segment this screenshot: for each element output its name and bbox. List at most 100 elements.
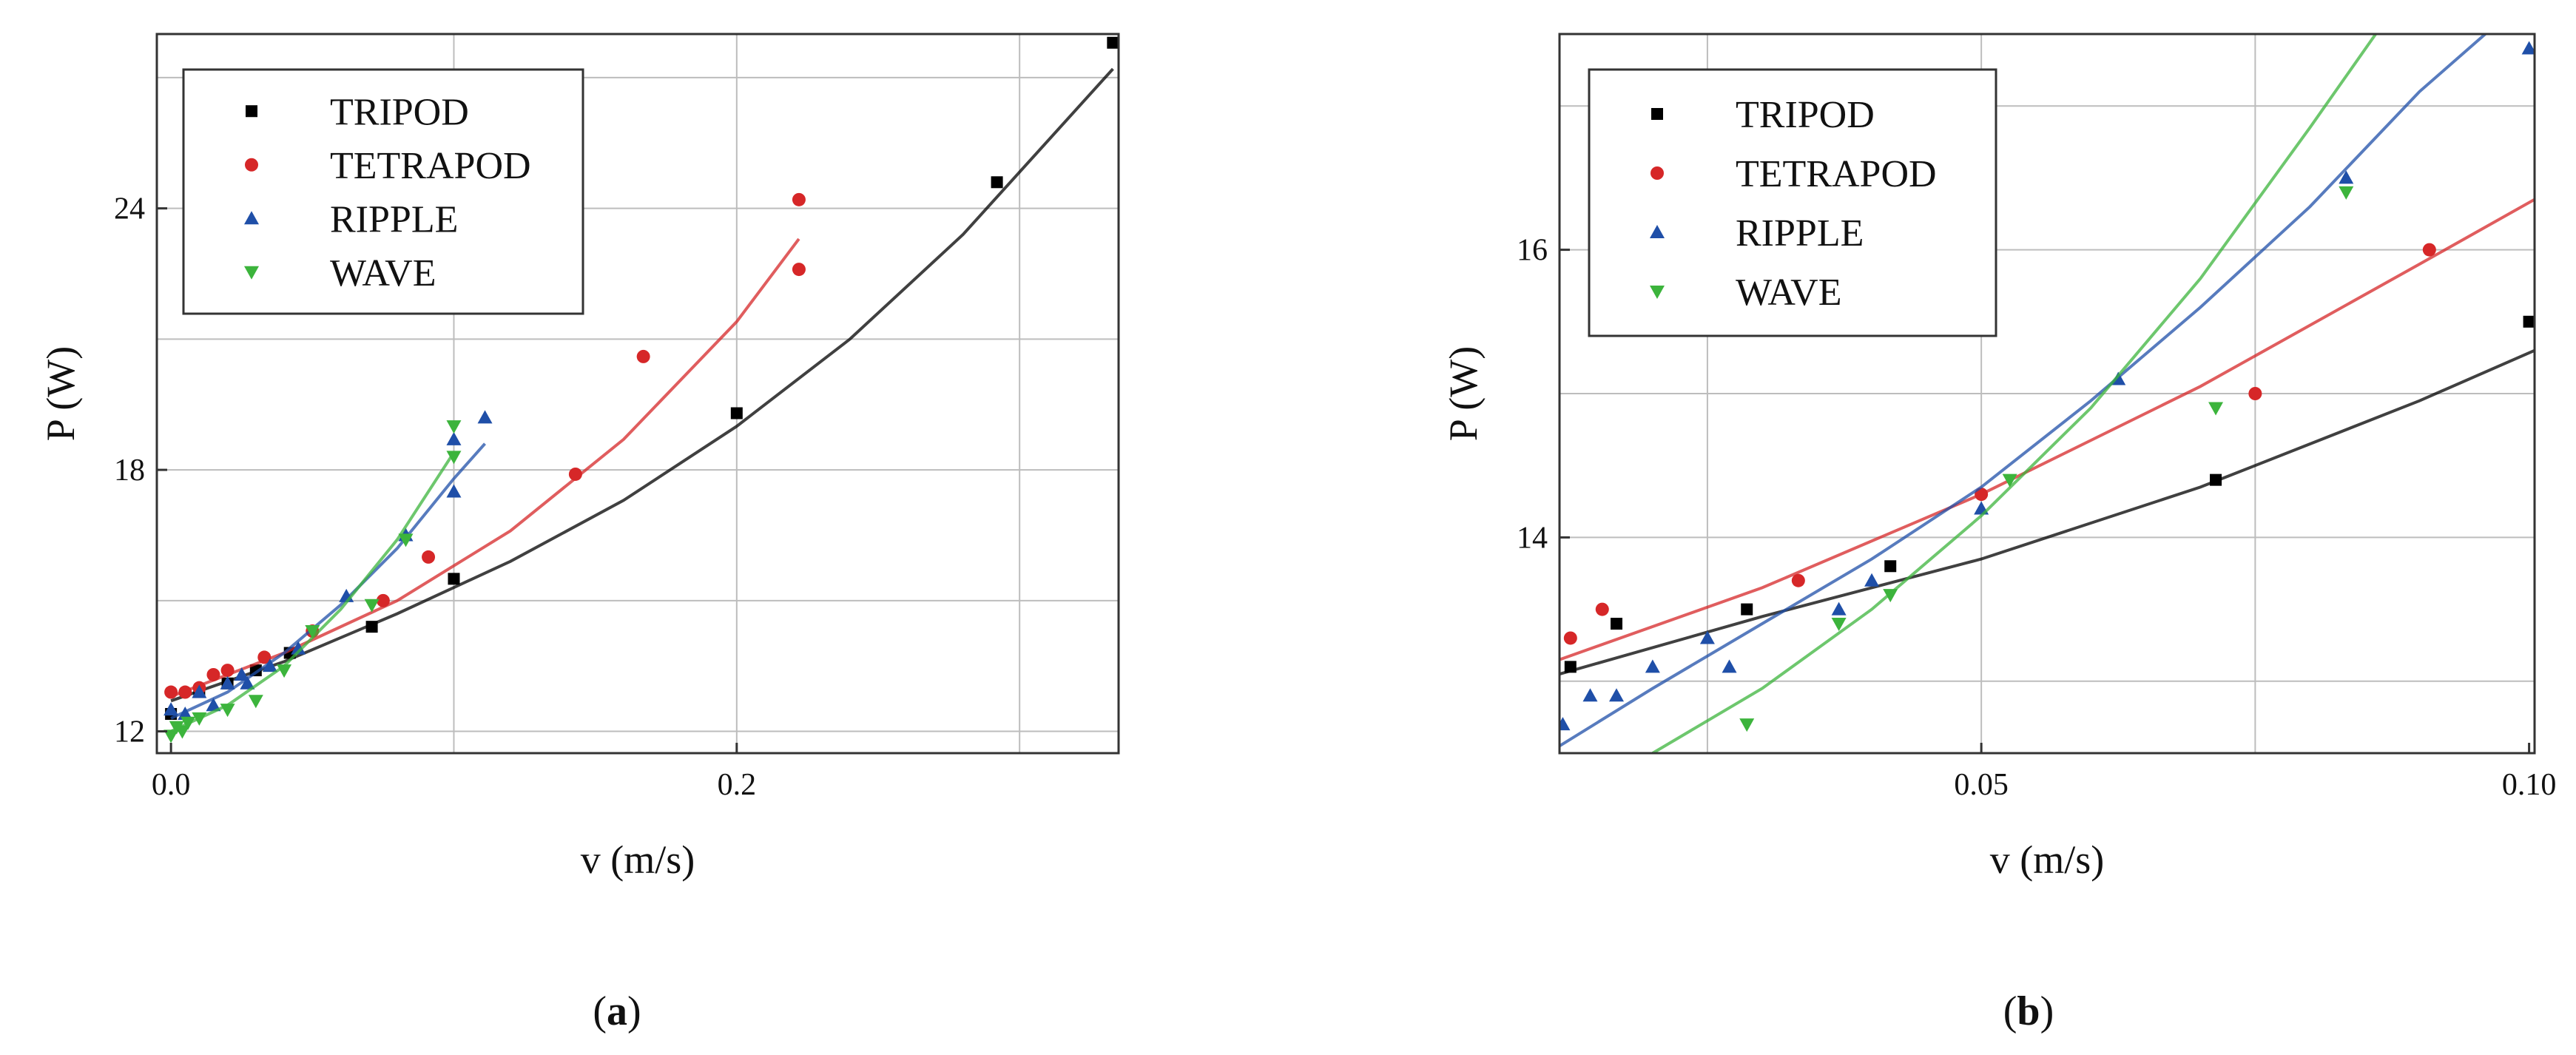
legend-label-tripod: TRIPOD xyxy=(330,91,469,133)
x-tick-label: 0.0 xyxy=(152,768,191,802)
data-point-wave xyxy=(248,695,263,709)
data-point-tripod xyxy=(991,176,1003,189)
y-tick-label: 18 xyxy=(114,454,145,488)
legend-label-wave: WAVE xyxy=(330,252,436,294)
data-point-wave xyxy=(277,664,292,678)
data-point-ripple xyxy=(1582,688,1598,702)
data-point-ripple xyxy=(192,684,207,698)
data-layer xyxy=(163,36,1119,744)
data-point-tetrapod xyxy=(1791,573,1805,587)
data-point-ripple xyxy=(234,667,249,681)
data-point-tetrapod xyxy=(376,593,390,607)
data-point-tetrapod xyxy=(2422,243,2436,257)
data-point-tripod xyxy=(730,407,743,419)
data-point-ripple xyxy=(446,431,462,445)
data-point-wave xyxy=(1739,718,1755,732)
legend-marker-tetrapod xyxy=(245,158,258,172)
data-point-wave xyxy=(192,712,207,726)
x-tick-label: 0.10 xyxy=(2502,768,2557,802)
data-point-ripple xyxy=(178,706,193,720)
chart-panel-a: 0.0 0.2 12 18 24 v (m/s) P (W) TRIPOD TETRAPOD RI… xyxy=(38,33,1120,1034)
fit-line-wave xyxy=(1651,34,2377,753)
legend-marker-tripod xyxy=(246,105,257,118)
x-axis-label: v (m/s) xyxy=(1990,837,2105,882)
data-point-wave xyxy=(2208,402,2224,416)
data-point-wave xyxy=(364,599,380,613)
data-point-ripple xyxy=(1645,659,1660,673)
data-point-tetrapod xyxy=(1595,602,1609,616)
data-point-ripple xyxy=(291,641,306,655)
data-point-ripple xyxy=(206,698,221,712)
x-tick-label: 0.2 xyxy=(718,768,757,802)
data-point-tetrapod xyxy=(206,667,220,681)
data-point-wave xyxy=(305,625,320,639)
data-point-wave xyxy=(220,704,235,718)
data-point-ripple xyxy=(1609,688,1625,702)
legend-label-ripple: RIPPLE xyxy=(1736,212,1864,255)
chart-panel-b: 0.05 0.10 14 16 v (m/s) P (W) TRIPOD TETRAPOD RI… xyxy=(1441,33,2557,1034)
legend-label-tripod: TRIPOD xyxy=(1736,94,1875,136)
data-point-ripple xyxy=(1722,659,1737,673)
legend-label-tetrapod: TETRAPOD xyxy=(330,145,531,187)
data-point-tetrapod xyxy=(178,685,192,699)
data-point-wave xyxy=(398,533,414,547)
panel-label-a: (a) xyxy=(593,988,641,1034)
data-point-tetrapod xyxy=(164,685,178,699)
data-point-tripod xyxy=(1564,661,1577,673)
data-point-wave xyxy=(446,451,462,465)
legend-marker-wave xyxy=(244,266,259,280)
fit-line-ripple xyxy=(1560,34,2486,748)
data-point-tripod xyxy=(1884,560,1897,573)
axis-frame xyxy=(155,33,1120,755)
y-tick-label: 14 xyxy=(1517,521,1548,555)
legend: TRIPOD TETRAPOD RIPPLE WAVE xyxy=(1588,68,1997,337)
data-point-tripod xyxy=(2210,473,2222,486)
data-point-wave xyxy=(1883,589,1898,603)
legend-label-wave: WAVE xyxy=(1736,272,1841,314)
data-point-tetrapod xyxy=(2248,387,2262,400)
legend-marker-ripple xyxy=(1650,225,1665,238)
data-point-wave xyxy=(446,420,462,434)
data-point-ripple xyxy=(240,675,255,690)
y-tick-label: 12 xyxy=(114,715,145,749)
fit-line-tripod xyxy=(1560,348,2535,676)
data-point-ripple xyxy=(2521,41,2535,55)
data-point-tetrapod xyxy=(422,550,436,564)
data-point-ripple xyxy=(1699,630,1715,644)
data-point-ripple xyxy=(262,658,277,673)
legend-marker-tripod xyxy=(1651,108,1663,120)
y-tick-label: 16 xyxy=(1517,234,1548,268)
legend: TRIPOD TETRAPOD RIPPLE WAVE xyxy=(182,68,584,315)
legend-marker-wave xyxy=(1650,286,1665,299)
data-point-tripod xyxy=(365,621,378,633)
axis-frame xyxy=(1558,33,2536,755)
data-point-wave xyxy=(181,716,196,730)
data-point-tetrapod xyxy=(792,263,806,277)
data-point-wave xyxy=(2002,473,2017,488)
fit-line-tetrapod xyxy=(1560,198,2535,661)
y-tick-label: 24 xyxy=(114,192,145,226)
y-axis-label: P (W) xyxy=(1441,346,1486,441)
legend-label-tetrapod: TETRAPOD xyxy=(1736,153,1937,195)
data-point-tripod xyxy=(2523,315,2535,328)
data-point-ripple xyxy=(163,702,179,716)
data-point-tetrapod xyxy=(257,650,272,664)
legend-label-ripple: RIPPLE xyxy=(330,198,458,240)
data-point-tetrapod xyxy=(220,664,235,678)
data-point-tetrapod xyxy=(1563,631,1577,645)
data-point-tripod xyxy=(1741,603,1753,616)
data-point-tripod xyxy=(1611,618,1623,630)
legend-marker-ripple xyxy=(244,211,259,225)
data-layer xyxy=(1560,34,2535,753)
data-point-ripple xyxy=(220,675,235,690)
data-point-tetrapod xyxy=(636,349,650,363)
panel-label-b: (b) xyxy=(2003,988,2054,1034)
data-point-tetrapod xyxy=(568,467,582,481)
legend-marker-tetrapod xyxy=(1651,166,1664,180)
data-point-tripod xyxy=(448,573,460,585)
data-point-ripple xyxy=(2339,170,2354,184)
data-point-wave xyxy=(175,725,190,739)
data-point-wave xyxy=(2339,186,2354,200)
fit-line-tripod xyxy=(170,67,1114,703)
